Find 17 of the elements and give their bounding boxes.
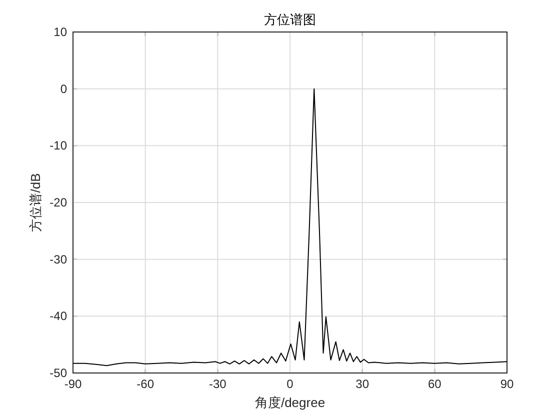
y-tick-label: -10 [50,138,68,153]
y-tick-label: -40 [50,309,68,324]
y-tick-label: -20 [50,196,68,210]
y-tick-label: 0 [60,82,68,96]
y-tick-label: 10 [54,25,68,39]
chart-title: 方位谱图 [264,12,316,27]
x-tick-label: 90 [500,377,514,391]
x-tick-label: -60 [136,377,154,391]
y-tick-label: -50 [50,366,68,380]
y-tick-label: -30 [50,252,68,266]
x-tick-label: 60 [428,377,442,391]
x-tick-label: -30 [208,377,227,391]
x-tick-label: 30 [356,377,370,391]
y-axis-title: 方位谱/dB [28,173,43,232]
x-axis-title: 角度/degree [254,395,326,410]
x-tick-label: -90 [64,377,82,391]
x-tick-label: 0 [286,377,294,391]
